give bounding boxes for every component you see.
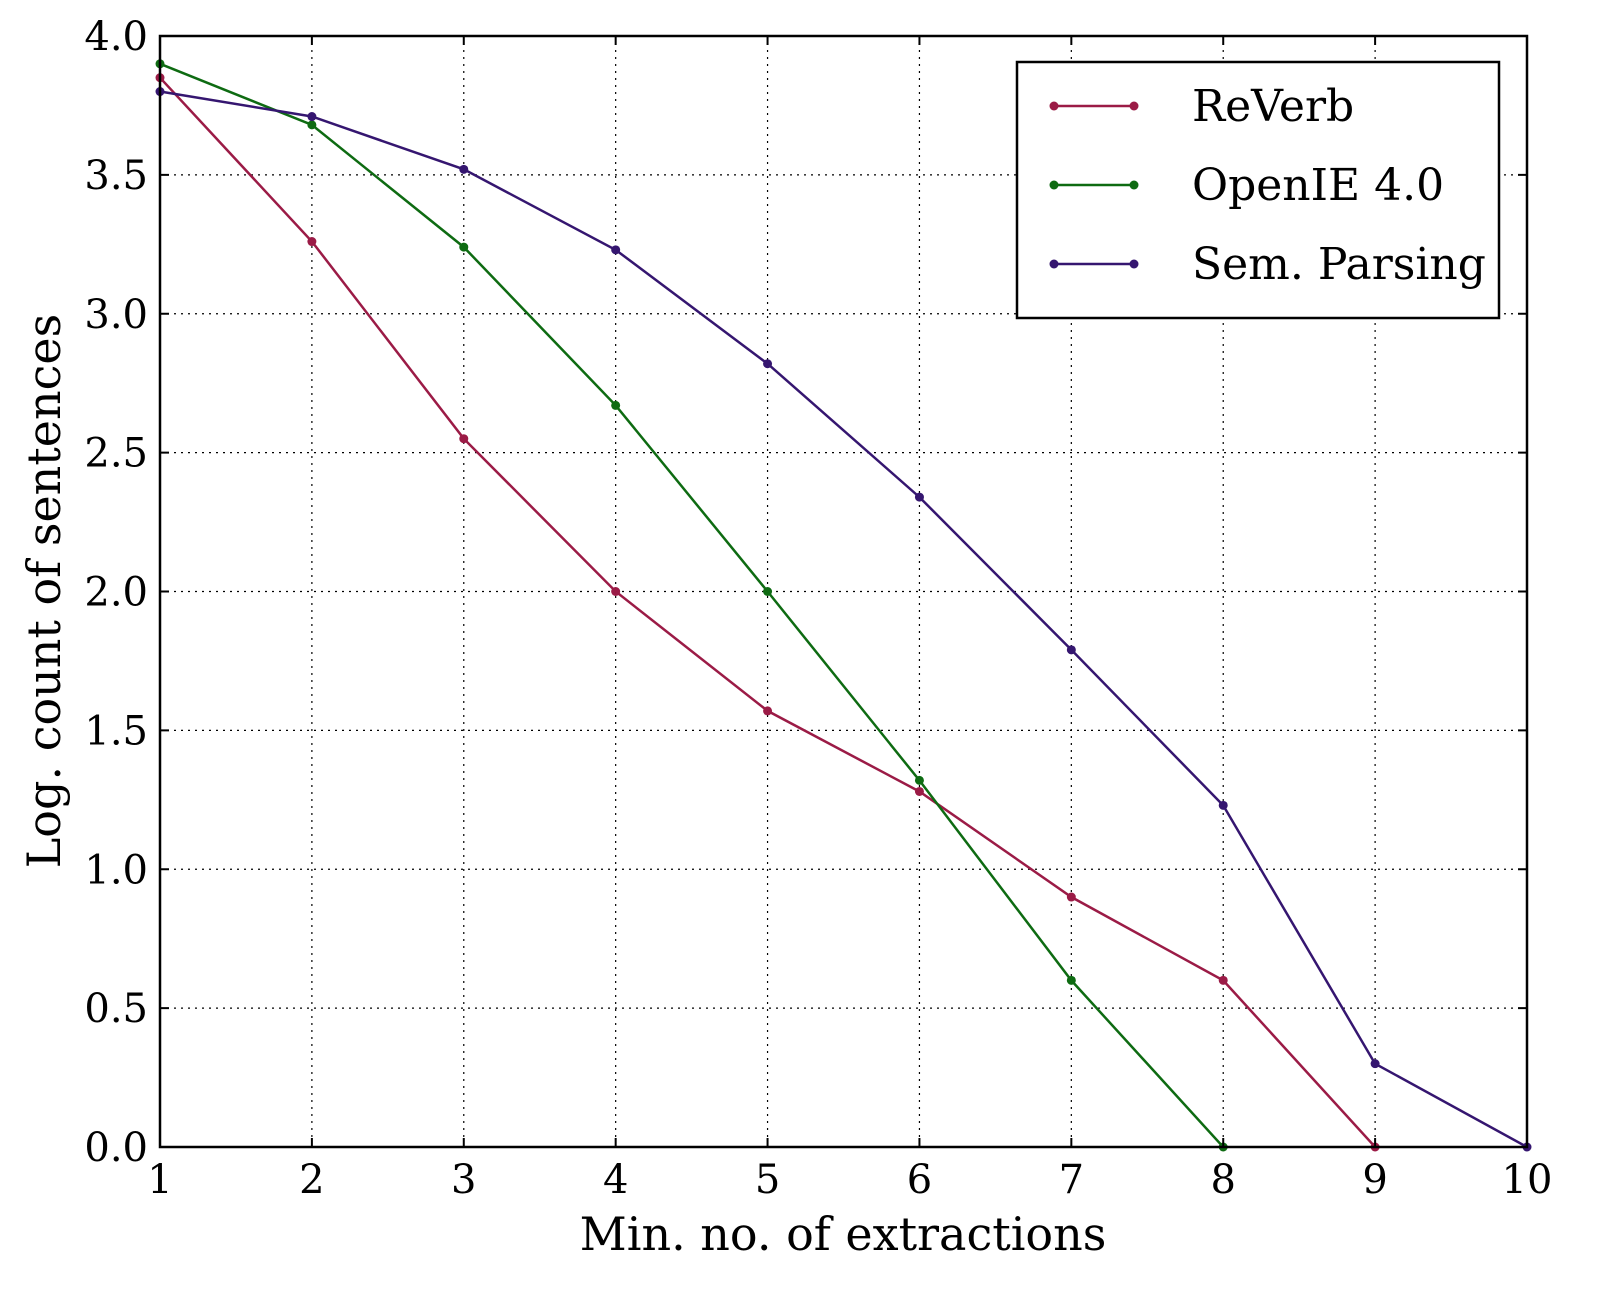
data-point-sem-parsing (763, 359, 773, 369)
data-point-reverb (611, 587, 621, 596)
y-tick-label: 3.0 (84, 292, 148, 338)
series-openie-4-0 (155, 59, 1228, 1152)
legend-marker (1129, 180, 1139, 190)
series-sem-parsing (155, 87, 1532, 1152)
data-point-reverb (914, 786, 924, 796)
data-point-openie-4-0 (611, 400, 621, 410)
data-point-sem-parsing (459, 164, 469, 174)
y-tick-label: 1.5 (84, 708, 148, 754)
x-tick-label: 10 (1502, 1157, 1553, 1203)
data-point-reverb (1218, 975, 1228, 985)
y-tick-label: 3.5 (84, 153, 148, 199)
x-tick-label: 6 (907, 1157, 932, 1203)
data-point-openie-4-0 (763, 587, 773, 596)
data-point-openie-4-0 (1066, 975, 1076, 985)
legend-label: Sem. Parsing (1192, 239, 1486, 290)
x-tick-label: 1 (147, 1157, 172, 1203)
y-tick-label: 0.5 (84, 986, 148, 1032)
data-point-reverb (763, 706, 773, 716)
legend-marker (1049, 259, 1059, 269)
series-line-openie-4-0 (159, 62, 1225, 1148)
data-point-sem-parsing (611, 245, 621, 255)
legend-entry-sem-parsing: Sem. Parsing (1049, 239, 1486, 290)
series-line-sem-parsing (159, 90, 1528, 1149)
x-tick-label: 3 (451, 1157, 476, 1203)
x-tick-label: 5 (755, 1157, 780, 1203)
legend-entries: ReVerb OpenIE 4.0 Sem. Parsing (1049, 81, 1486, 290)
y-axis-label: Log. count of sentences (17, 314, 71, 868)
y-tick-label: 0.0 (84, 1125, 148, 1171)
legend-box (1015, 60, 1501, 320)
data-point-openie-4-0 (459, 242, 469, 252)
x-tick-label: 9 (1362, 1157, 1387, 1203)
x-axis-label: Min. no. of extractions (580, 1207, 1107, 1261)
x-tick-label: 7 (1059, 1157, 1084, 1203)
tick-labels: 1 2 3 4 5 6 7 8 9 10 0.0 0.5 1.0 1.5 2.0 2.5 3.0 3.5 4.0 (84, 14, 1552, 1203)
y-tick-label: 2.5 (84, 431, 148, 477)
y-tick-label: 4.0 (84, 14, 148, 60)
data-point-reverb (459, 434, 469, 444)
legend-marker (1129, 101, 1139, 111)
legend-entry-reverb: ReVerb (1049, 81, 1354, 132)
data-point-openie-4-0 (914, 775, 924, 785)
legend-marker (1129, 259, 1139, 269)
data-point-sem-parsing (914, 492, 924, 502)
data-point-sem-parsing (1066, 645, 1076, 655)
ticks (159, 35, 1528, 1148)
legend-label: ReVerb (1192, 81, 1354, 132)
data-point-sem-parsing (1370, 1059, 1380, 1069)
series-reverb (155, 73, 1380, 1152)
data-point-sem-parsing (1218, 800, 1228, 810)
legend: ReVerb OpenIE 4.0 Sem. Parsing (1015, 60, 1501, 320)
legend-marker (1049, 180, 1059, 190)
legend-marker (1049, 101, 1059, 111)
legend-entry-openie-4-0: OpenIE 4.0 (1049, 160, 1444, 211)
x-tick-label: 4 (603, 1157, 628, 1203)
data-point-reverb (307, 237, 317, 247)
y-tick-label: 1.0 (84, 847, 148, 893)
series-layer (155, 59, 1532, 1152)
x-tick-label: 2 (299, 1157, 324, 1203)
data-point-reverb (1066, 892, 1076, 902)
y-tick-label: 2.0 (84, 570, 148, 616)
data-point-sem-parsing (307, 112, 317, 122)
x-tick-label: 8 (1210, 1157, 1235, 1203)
data-point-openie-4-0 (307, 120, 317, 130)
legend-label: OpenIE 4.0 (1192, 160, 1444, 211)
